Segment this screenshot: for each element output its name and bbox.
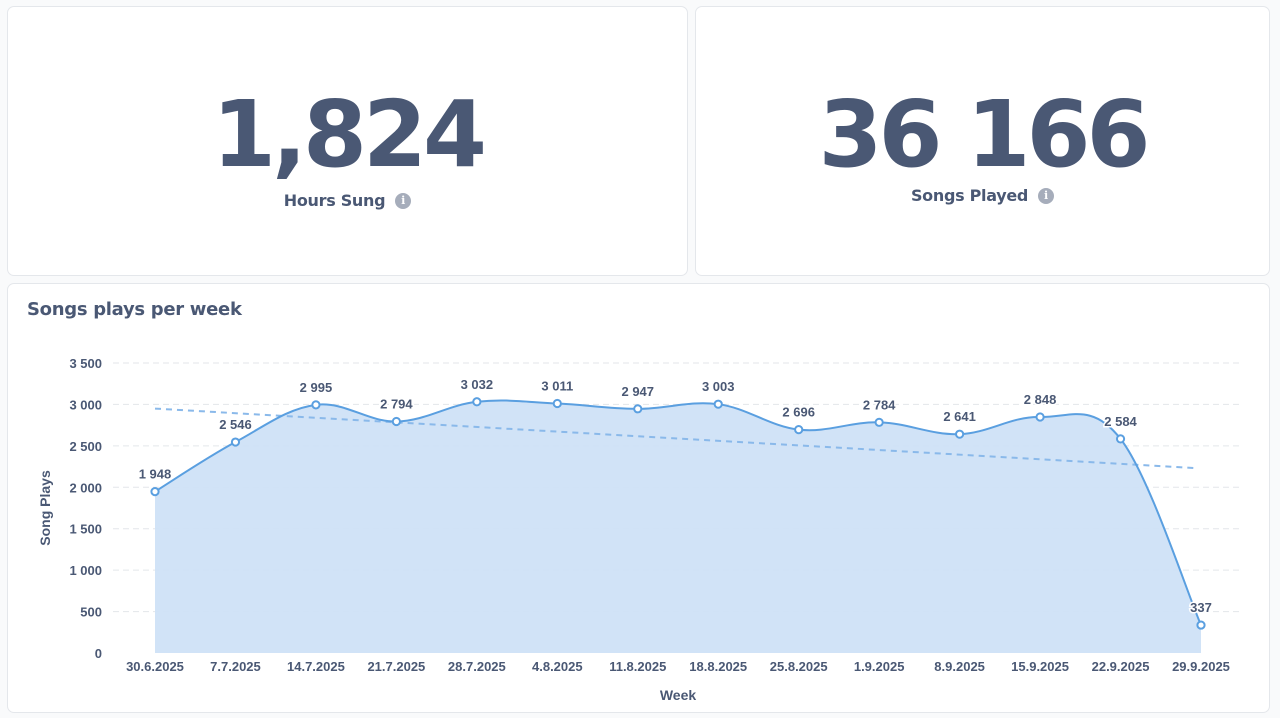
x-tick-label: 21.7.2025	[367, 659, 425, 674]
x-tick-label: 14.7.2025	[287, 659, 345, 674]
y-tick-label: 3 000	[69, 397, 102, 412]
y-tick-label: 1 000	[69, 563, 102, 578]
x-tick-label: 30.6.2025	[126, 659, 184, 674]
song-plays-chart-card: Songs plays per week 0 500 1 000 1 500 2 000…	[7, 283, 1270, 713]
y-tick-label: 2 000	[69, 480, 102, 495]
x-axis-ticks: 30.6.2025 7.7.2025 14.7.2025 21.7.2025 28.7.…	[126, 659, 1230, 674]
y-tick-label: 0	[95, 646, 102, 661]
data-label: 1 948	[139, 467, 172, 482]
y-tick-label: 2 500	[69, 439, 102, 454]
y-axis-ticks: 0 500 1 000 1 500 2 000 2 500 3 000 3 500	[69, 356, 102, 661]
y-tick-label: 500	[80, 605, 102, 620]
area-fill	[155, 400, 1201, 653]
data-point	[230, 437, 241, 447]
data-label: 2 848	[1024, 392, 1057, 407]
data-points	[150, 397, 1206, 630]
x-tick-label: 29.9.2025	[1172, 659, 1230, 674]
x-tick-label: 25.8.2025	[770, 659, 828, 674]
data-point	[472, 397, 482, 407]
data-label: 2 546	[219, 417, 252, 432]
hours-sung-label: Hours Sung	[283, 191, 386, 210]
data-point	[874, 417, 884, 427]
data-label: 2 641	[943, 409, 976, 424]
x-tick-label: 8.9.2025	[934, 659, 985, 674]
x-tick-label: 18.8.2025	[689, 659, 747, 674]
data-label: 337	[1190, 600, 1212, 615]
x-tick-label: 4.8.2025	[532, 659, 583, 674]
data-point	[391, 416, 401, 427]
data-labels: 1 948 2 546 2 995 2 794 3 032 3 011 2 947 3 003…	[137, 375, 1213, 616]
data-label: 2 995	[300, 380, 333, 395]
y-axis-title: Song Plays	[37, 470, 53, 546]
songs-played-label-row: Songs Played i	[696, 186, 1269, 205]
series-line	[154, 399, 1202, 626]
x-tick-label: 1.9.2025	[854, 659, 905, 674]
data-label: 3 003	[702, 379, 735, 394]
data-point	[1035, 412, 1045, 422]
data-label: 2 794	[380, 396, 413, 411]
data-point	[311, 400, 321, 410]
y-tick-label: 3 500	[69, 356, 102, 371]
data-label: 2 784	[863, 397, 896, 412]
y-tick-label: 1 500	[69, 522, 102, 537]
data-label: 3 032	[461, 377, 494, 392]
x-axis-title: Week	[660, 687, 697, 703]
data-point	[713, 399, 723, 409]
hours-sung-label-row: Hours Sung i	[8, 191, 687, 210]
hours-sung-card: 1,824 Hours Sung i	[7, 6, 688, 276]
data-label: 2 947	[621, 384, 654, 399]
info-icon[interactable]: i	[1038, 187, 1055, 204]
data-point	[1196, 620, 1206, 630]
x-tick-label: 15.9.2025	[1011, 659, 1069, 674]
info-icon[interactable]: i	[395, 192, 412, 209]
data-point	[794, 425, 804, 435]
data-point	[633, 404, 643, 414]
x-tick-label: 11.8.2025	[609, 659, 666, 674]
chart-title: Songs plays per week	[27, 299, 242, 320]
data-point	[955, 429, 965, 439]
songs-played-label: Songs Played	[910, 186, 1029, 205]
x-tick-label: 7.7.2025	[210, 659, 261, 674]
data-point	[150, 486, 160, 497]
data-label: 2 696	[782, 405, 815, 420]
x-tick-label: 28.7.2025	[448, 659, 506, 674]
data-point	[1115, 434, 1126, 444]
x-tick-label: 22.9.2025	[1092, 659, 1150, 674]
songs-played-card: 36 166 Songs Played i	[695, 6, 1270, 276]
trend-line	[154, 407, 1198, 470]
songs-played-value: 36 166	[818, 81, 1150, 188]
hours-sung-value: 1,824	[211, 81, 487, 188]
data-label: 2 584	[1104, 414, 1137, 429]
data-point	[552, 398, 562, 409]
data-label: 3 011	[541, 379, 573, 394]
